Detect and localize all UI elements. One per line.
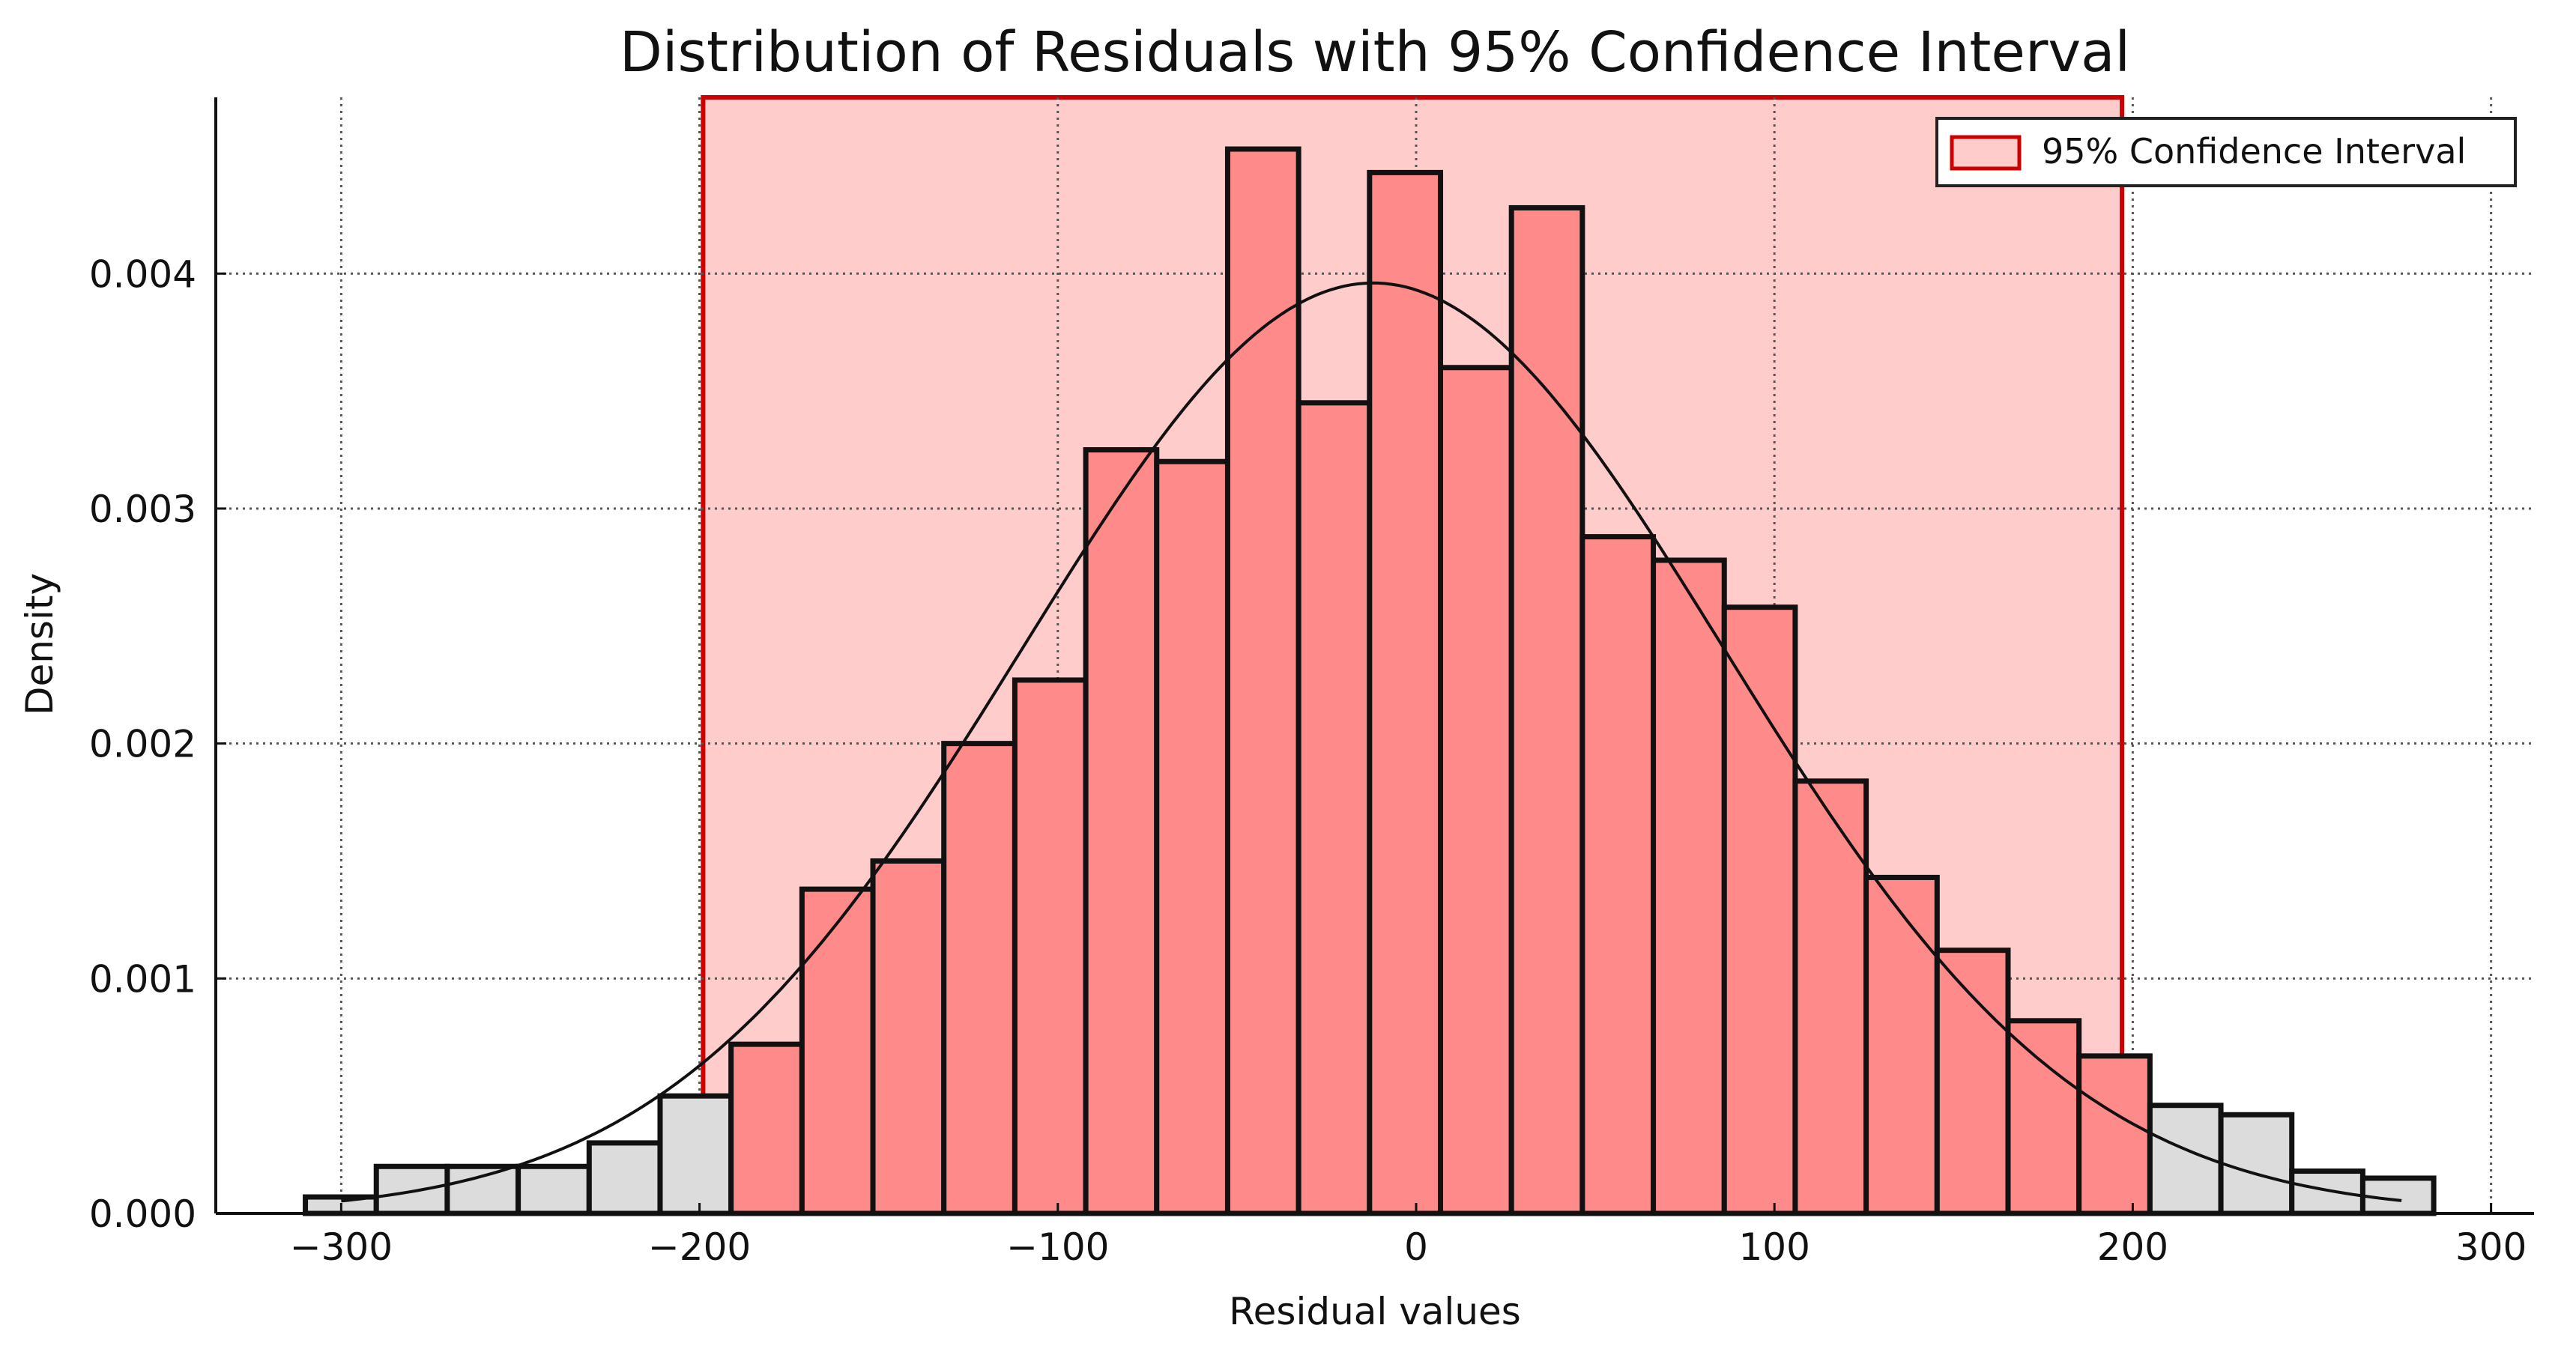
legend-swatch	[1950, 135, 2022, 171]
x-tick-label: 100	[1738, 1225, 1809, 1269]
histogram-bar	[1438, 365, 1514, 1216]
histogram-bar	[1721, 604, 1798, 1216]
y-tick-label: 0.001	[89, 957, 196, 1001]
histogram-bar	[586, 1140, 663, 1216]
histogram-bar	[1154, 458, 1230, 1216]
histogram-bar	[1083, 447, 1160, 1216]
histogram-bar	[870, 858, 947, 1216]
histogram-bar	[1012, 677, 1089, 1216]
x-tick-label: 0	[1404, 1225, 1428, 1269]
histogram-bar	[2005, 1018, 2082, 1216]
curve-layer	[341, 281, 2402, 1203]
histogram-bar	[1651, 557, 1727, 1216]
x-tick-label: −300	[290, 1225, 393, 1269]
normal-fit-curve	[341, 281, 2402, 1203]
y-tick-label: 0.004	[89, 252, 196, 296]
histogram-bar	[941, 741, 1018, 1216]
x-tick-label: 300	[2455, 1225, 2527, 1269]
histogram-bar	[657, 1093, 734, 1216]
legend: 95% Confidence Interval	[1935, 117, 2517, 187]
histogram-bar	[2218, 1112, 2295, 1216]
histogram-bar	[1934, 948, 2011, 1216]
histogram-bar	[2289, 1168, 2365, 1216]
axes-layer	[214, 97, 2534, 1215]
histogram-bar	[373, 1163, 450, 1216]
y-axis-label: Density	[18, 573, 61, 715]
legend-label: 95% Confidence Interval	[2042, 131, 2466, 172]
histogram-bar	[444, 1163, 521, 1216]
x-tick-label: 200	[2097, 1225, 2168, 1269]
histogram-bar	[799, 886, 876, 1216]
histogram-bar	[2359, 1175, 2437, 1216]
x-tick-label: −200	[648, 1225, 751, 1269]
x-axis-label: Residual values	[1229, 1290, 1521, 1333]
y-tick-label: 0.003	[89, 488, 196, 531]
legend-box	[1935, 117, 2517, 187]
histogram-bar	[2076, 1053, 2153, 1216]
histogram-bar	[1579, 534, 1657, 1216]
bars-layer	[303, 146, 2437, 1216]
histogram-bar	[1224, 146, 1301, 1216]
chart-title: Distribution of Residuals with 95% Confi…	[620, 20, 2130, 85]
ticks-layer: −300 −200 −100 0 100 200 300 0.000 0.001 0.002 0.0…	[89, 252, 2527, 1269]
y-tick-label: 0.002	[89, 723, 196, 766]
histogram-bar	[1863, 874, 1940, 1216]
histogram-bar	[728, 1041, 805, 1216]
x-tick-label: −100	[1006, 1225, 1109, 1269]
y-tick-label: 0.000	[89, 1192, 196, 1236]
histogram-bar	[1367, 169, 1444, 1216]
histogram-bar	[1295, 400, 1373, 1216]
histogram-bar	[515, 1163, 592, 1216]
histogram-bar	[1508, 204, 1585, 1216]
histogram-bar	[1792, 778, 1869, 1216]
